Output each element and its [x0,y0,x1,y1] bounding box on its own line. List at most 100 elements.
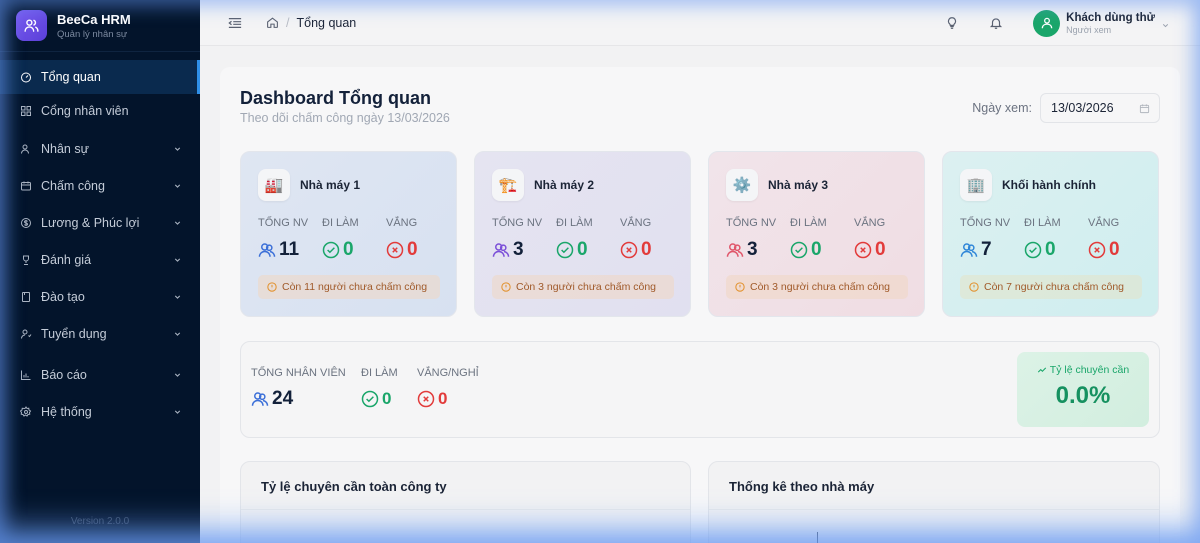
check-circle-icon [790,241,808,259]
factory-card-khoi-hanh-chinh[interactable]: 🏢 Khối hành chính TỔNG NV ĐI LÀM VẮNG 7 … [942,151,1159,317]
x-circle-icon [854,241,872,259]
sidebar-item-luong-phuc-loi[interactable]: Lương & Phúc lợi [0,206,200,240]
chart-title: Thống kê theo nhà máy [729,479,875,494]
total-count: 3 [513,239,524,260]
factory-card-nha-may-2[interactable]: 🏗️ Nhà máy 2 TỔNG NV ĐI LÀM VẮNG 3 0 0 C… [474,151,691,317]
chevron-down-icon [174,184,181,188]
chevron-down-icon [174,332,181,336]
sidebar-item-label: Lương & Phúc lợi [41,216,140,230]
factory-icon: 🏭 [258,169,290,201]
chevron-down-icon [174,410,181,414]
users-icon [726,243,744,257]
total-count: 11 [279,239,300,260]
office-building-icon: 🏢 [960,169,992,201]
factory-icon: 🏗️ [492,169,524,201]
chevron-down-icon [174,258,181,262]
label-present: ĐI LÀM [322,217,359,229]
sidebar-item-bao-cao[interactable]: Báo cáo [0,358,200,392]
trophy-icon [20,254,32,266]
sidebar-item-label: Báo cáo [41,368,87,382]
total-count: 7 [981,239,992,260]
label-present: ĐI LÀM [1024,217,1061,229]
users-icon [492,243,510,257]
user-menu[interactable]: Khách dùng thử Người xem [1033,9,1170,37]
top-header: / Tổng quan Khách dùng thử Người xem [200,0,1200,46]
x-circle-icon [386,241,404,259]
warning-icon [735,282,745,292]
label-present: ĐI LÀM [790,217,827,229]
attendance-rate-label: Tỷ lệ chuyên cần [1049,364,1130,376]
pending-notice: Còn 3 người chưa chấm công [492,275,674,299]
page-title: Dashboard Tổng quan [240,88,431,108]
sidebar-item-label: Đào tạo [41,290,85,304]
check-circle-icon [361,390,379,408]
sidebar-item-he-thong[interactable]: Hệ thống [0,395,200,429]
pending-notice: Còn 7 người chưa chấm công [960,275,1142,299]
factory-card-nha-may-1[interactable]: 🏭 Nhà máy 1 TỔNG NV ĐI LÀM VẮNG 11 0 0 C… [240,151,457,317]
label-absent: VẮNG [1088,217,1120,229]
sidebar-item-danh-gia[interactable]: Đánh giá [0,243,200,277]
attendance-rate-value: 0.0% [1055,382,1111,409]
label-total-employees: TỔNG NHÂN VIÊN [251,367,346,379]
date-value: 13/03/2026 [1051,101,1114,115]
brand[interactable]: BeeCa HRM Quản lý nhân sự [0,0,200,52]
company-attendance-chart-card: Tỷ lệ chuyên cần toàn công ty [240,461,691,543]
recruit-icon [20,328,32,340]
factory-name: Khối hành chính [1002,178,1096,192]
chart-axis [817,532,818,543]
date-input[interactable]: 13/03/2026 [1040,93,1160,123]
sidebar-item-label: Tổng quan [41,70,101,84]
label-total: TỔNG NV [492,217,543,229]
absent-count: 0 [1109,239,1120,260]
book-icon [20,291,32,303]
factory-cards: 🏭 Nhà máy 1 TỔNG NV ĐI LÀM VẮNG 11 0 0 C… [240,151,1159,317]
factory-name: Nhà máy 3 [768,178,829,192]
attendance-rate-box: Tỷ lệ chuyên cần 0.0% [1017,352,1149,427]
x-circle-icon [1088,241,1106,259]
label-absent: VẮNG [620,217,652,229]
factory-card-nha-may-3[interactable]: ⚙️ Nhà máy 3 TỔNG NV ĐI LÀM VẮNG 3 0 0 C… [708,151,925,317]
factory-stats-chart-card: Thống kê theo nhà máy [708,461,1160,543]
brand-subtitle: Quản lý nhân sự [57,28,128,40]
home-icon[interactable] [266,16,279,29]
chevron-down-icon [174,373,181,377]
lightbulb-icon[interactable] [945,16,959,30]
sidebar-item-label: Chấm công [41,179,105,193]
settings-icon [20,406,32,418]
x-circle-icon [620,241,638,259]
sidebar-item-cham-cong[interactable]: Chấm công [0,169,200,203]
trending-up-icon [1037,367,1046,373]
sidebar-nav: Tổng quan Cổng nhân viên Nhân sự Chấm cô… [0,60,200,429]
chevron-down-icon [1162,23,1169,27]
date-picker-group: Ngày xem: 13/03/2026 [972,93,1160,123]
present-count: 0 [577,239,588,260]
chevron-down-icon [174,147,181,151]
sidebar-item-tuyen-dung[interactable]: Tuyển dụng [0,317,200,351]
breadcrumb-separator: / [286,15,290,30]
app-version: Version 2.0.0 [70,516,130,527]
sidebar-item-cong-nhan-vien[interactable]: Cổng nhân viên [0,94,200,128]
check-circle-icon [556,241,574,259]
dashboard-panel: Dashboard Tổng quan Theo dõi chấm công n… [220,67,1180,543]
sidebar-item-label: Nhân sự [41,142,89,156]
sidebar-item-label: Tuyển dụng [41,327,107,341]
user-name: Khách dùng thử [1066,11,1155,24]
sidebar-item-label: Hệ thống [41,405,92,419]
label-present: ĐI LÀM [556,217,593,229]
label-total: TỔNG NV [258,217,309,229]
chevron-down-icon [174,221,181,225]
sidebar-toggle-icon[interactable] [228,17,242,29]
users-icon [20,143,32,155]
present-count: 0 [811,239,822,260]
sidebar-item-nhan-su[interactable]: Nhân sự [0,132,200,166]
total-employees-count: 24 [272,388,294,409]
date-label: Ngày xem: [972,101,1032,115]
users-icon [251,392,269,406]
sidebar-item-dao-tao[interactable]: Đào tạo [0,280,200,314]
notification-bell-icon[interactable] [989,16,1003,30]
brand-name: BeeCa HRM [57,11,131,27]
label-absent: VẮNG [386,217,418,229]
label-present: ĐI LÀM [361,367,398,379]
sidebar-item-tong-quan[interactable]: Tổng quan [0,60,200,94]
divider [241,509,690,510]
